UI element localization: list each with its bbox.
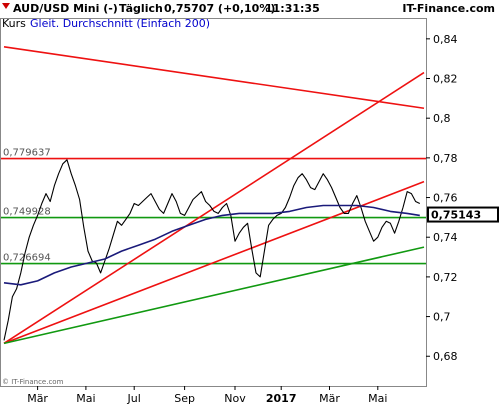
x-tick-label: Mai [76, 392, 95, 405]
horizontal-level-label: 0,779637 [3, 148, 51, 159]
y-tick-label: 0,8 [433, 112, 451, 125]
x-tick-label: Jul [127, 392, 141, 405]
instrument-name: AUD/USD Mini (-) [13, 2, 118, 15]
last-value-box-inner [429, 208, 497, 221]
y-tick-label: 0,84 [433, 33, 458, 46]
y-tick-label: 0,72 [433, 271, 458, 284]
x-tick-label: 2017 [266, 392, 297, 405]
price-series-line [3, 159, 421, 341]
y-tick-label: 0,74 [433, 231, 458, 244]
quote: 0,75707 (+0,10%) [164, 2, 275, 15]
chart-arrow-icon [2, 3, 10, 9]
y-tick-label: 0,76 [433, 192, 458, 205]
trend-line [3, 45, 425, 110]
y-tick-label: 0,7 [433, 311, 451, 324]
y-axis: 0,68 0,7 0,72 0,74 0,76 0,78 0,8 0,82 0,84 [426, 33, 458, 363]
trend-line [3, 71, 425, 345]
brand-name: IT-Finance.com [402, 2, 495, 15]
trend-line [3, 246, 425, 345]
legend-moving-average: Gleit. Durchschnitt (Einfach 200) [30, 17, 210, 30]
x-tick-label: Mär [319, 392, 340, 405]
plot-frame [0, 18, 427, 387]
last-value-label: 0,75143 [431, 209, 481, 222]
trend-line [3, 180, 425, 345]
trend-lines [3, 45, 425, 345]
x-tick-label: Mär [27, 392, 48, 405]
horizontal-level-label: 0,749928 [3, 207, 51, 218]
x-axis: Mär Mai Jul Sep Nov 2017 Mär Mai [27, 386, 387, 405]
period: Täglich [119, 2, 163, 15]
last-value-marker: 0,75143 [427, 206, 499, 223]
x-tick-label: Mai [368, 392, 387, 405]
x-tick-label: Nov [224, 392, 246, 405]
copyright: © IT-Finance.com [2, 378, 64, 386]
y-tick-label: 0,78 [433, 152, 458, 165]
moving-average-line [3, 204, 420, 286]
y-tick-label: 0,68 [433, 350, 458, 363]
legend-prefix: Kurs [2, 17, 26, 30]
series-lines [3, 159, 421, 341]
x-tick-label: Sep [174, 392, 195, 405]
chart-header: AUD/USD Mini (-) Täglich 0,75707 (+0,10%… [2, 2, 495, 30]
y-tick-label: 0,82 [433, 73, 458, 86]
horizontal-level-label: 0,726694 [3, 253, 51, 264]
quote-time: 11:31:35 [265, 2, 320, 15]
